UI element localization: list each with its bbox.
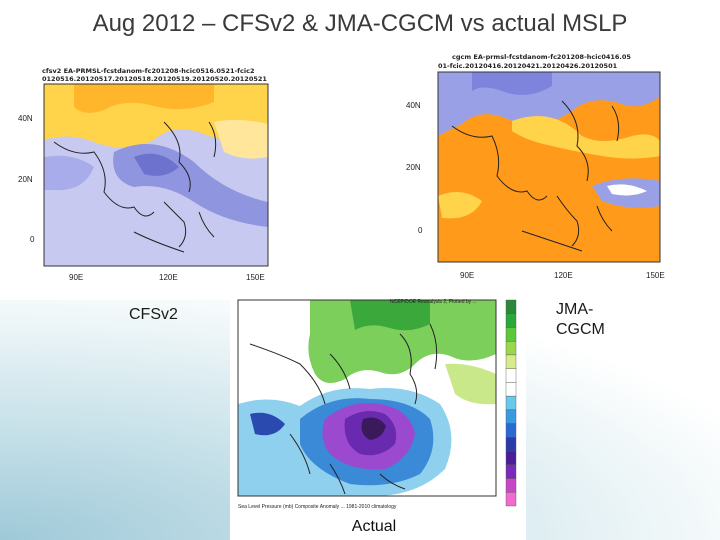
jma-cgcm-map: cgcm EA-prmsl-fcstdanom-fc201208-hcic041…: [402, 46, 672, 284]
colorbar-segment: [505, 299, 517, 314]
actual-mslp-map: NCEP/DOE Reanalysis 2, Plotted by ... Se…: [230, 294, 526, 540]
cfsv2-lat-0: 0: [30, 235, 35, 244]
jma-lat-40n: 40N: [406, 101, 421, 110]
jma-cgcm-label-line2: CGCM: [556, 321, 605, 338]
colorbar-segment: [505, 492, 517, 507]
jma-header-line2: 01-fcic.20120416.20120421.20120426.20120…: [438, 62, 618, 70]
colorbar-segment: [505, 478, 517, 493]
actual-map-footer: Sea Level Pressure (mb) Composite Anomal…: [238, 504, 397, 510]
cfsv2-lon-150e: 150E: [246, 273, 265, 282]
colorbar-segment: [505, 382, 517, 397]
jma-lon-150e: 150E: [646, 271, 665, 280]
actual-label: Actual: [343, 515, 405, 540]
cfsv2-lat-20n: 20N: [18, 175, 33, 184]
colorbar-segment: [505, 437, 517, 452]
colorbar-segment: [505, 313, 517, 328]
cfsv2-header-line2: 0120516.20120517.20120518.20120519.20120…: [42, 75, 267, 83]
cfsv2-lat-40n: 40N: [18, 114, 33, 123]
cfsv2-lon-90e: 90E: [69, 273, 83, 282]
jma-lat-0: 0: [418, 226, 423, 235]
jma-lon-120e: 120E: [554, 271, 573, 280]
colorbar-segment: [505, 450, 517, 465]
jma-lat-20n: 20N: [406, 163, 421, 172]
cfsv2-map: cfsv2 EA-PRMSL-fcstdanom-fc201208-hcic05…: [14, 62, 272, 288]
actual-colorbar: [505, 299, 517, 507]
jma-lon-90e: 90E: [460, 271, 474, 280]
cfsv2-header-line1: cfsv2 EA-PRMSL-fcstdanom-fc201208-hcic05…: [42, 67, 254, 75]
colorbar-segment: [505, 464, 517, 479]
colorbar-segment: [505, 354, 517, 369]
colorbar-segment: [505, 395, 517, 411]
cfsv2-lon-120e: 120E: [159, 273, 178, 282]
colorbar-segment: [505, 341, 517, 356]
actual-map-header: NCEP/DOE Reanalysis 2, Plotted by ...: [390, 299, 477, 305]
colorbar-segment: [505, 409, 517, 424]
jma-cgcm-label-line1: JMA-: [556, 301, 594, 318]
cfsv2-label: CFSv2: [129, 306, 178, 323]
colorbar-segment: [505, 327, 517, 342]
jma-header-line1: cgcm EA-prmsl-fcstdanom-fc201208-hcic041…: [452, 53, 631, 61]
slide-title: Aug 2012 – CFSv2 & JMA-CGCM vs actual MS…: [92, 10, 628, 37]
colorbar-segment: [505, 423, 517, 438]
colorbar-segment: [505, 368, 517, 383]
